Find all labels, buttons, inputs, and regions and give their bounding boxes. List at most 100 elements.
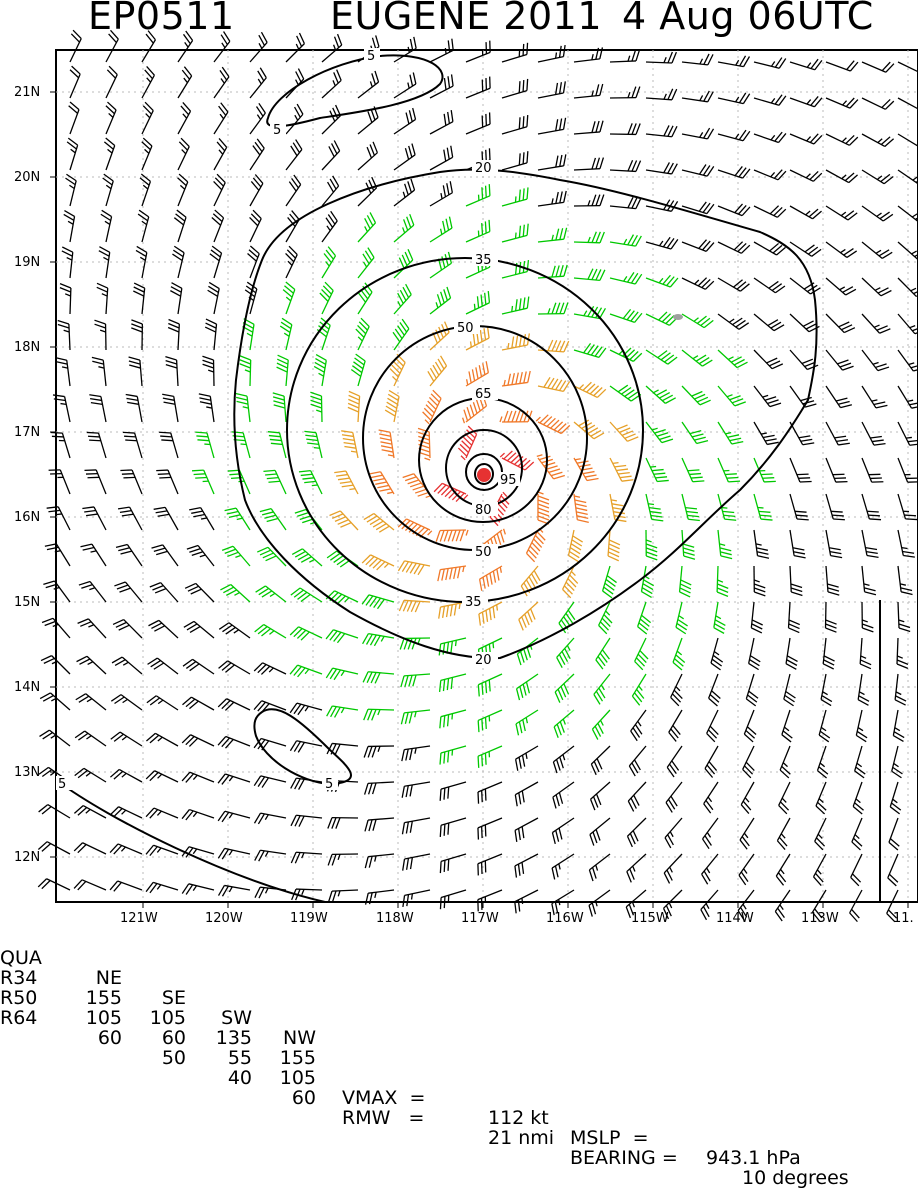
barb-feather (523, 188, 524, 200)
barb-feather (159, 432, 171, 433)
barb-feather (158, 474, 170, 475)
barb-half-feather (743, 904, 746, 909)
barb-feather (440, 861, 441, 873)
barb-feather (797, 519, 809, 520)
barb-feather (691, 477, 703, 478)
barb-feather (489, 220, 490, 232)
lat-label: 12N (14, 850, 40, 865)
barb-half-feather (60, 404, 66, 405)
rmw-value: 21 nmi (488, 1128, 554, 1148)
vmax-value: 112 kt (488, 1108, 549, 1128)
barb-half-feather (650, 467, 656, 468)
lat-label: 20N (14, 170, 40, 185)
barb-feather (123, 477, 135, 478)
barb-feather (869, 519, 881, 520)
barb-feather (486, 681, 487, 693)
barb-half-feather (497, 605, 498, 611)
r64-nw: 60 (266, 1088, 316, 1108)
barb-half-feather (456, 640, 457, 646)
barb-feather (482, 683, 483, 695)
contour-label: 80 (475, 503, 492, 518)
barb-half-feather (493, 642, 494, 648)
barb-feather (489, 680, 490, 692)
barb-feather (832, 515, 844, 516)
lon-label: 120W (205, 911, 243, 926)
barb-half-feather (412, 894, 413, 900)
contour-label: 5 (273, 123, 281, 138)
barb-feather (52, 436, 64, 437)
contour-label: 5 (325, 777, 333, 792)
barb-feather (440, 825, 441, 837)
lat-label: 21N (14, 85, 40, 100)
barb-feather (410, 39, 412, 50)
r64-ne: 60 (80, 1028, 122, 1048)
barb-feather (519, 190, 520, 202)
barb-feather (478, 792, 479, 804)
barb-half-feather (722, 508, 728, 509)
lat-label: 18N (14, 340, 40, 355)
barb-feather (482, 790, 483, 802)
barb-feather (125, 440, 137, 441)
barb-feather (482, 187, 483, 199)
barb-feather (485, 789, 486, 801)
wind-map: 5 5 20 35 50 65 95 80 50 35 20 5 5 21N 2… (0, 0, 918, 1014)
barb-feather (197, 440, 209, 441)
barb-half-feather (445, 48, 446, 54)
barb-feather (195, 477, 207, 478)
barb-feather (448, 751, 449, 763)
lat-label: 16N (14, 510, 40, 525)
barb-half-feather (474, 304, 475, 310)
barb-feather (444, 824, 445, 836)
barb-feather (448, 859, 449, 871)
r50-se: 60 (146, 1028, 186, 1048)
contour-label: 35 (465, 595, 482, 610)
barb-feather (527, 79, 528, 91)
barb-feather (123, 432, 135, 433)
barb-feather (452, 39, 453, 51)
barb-feather (527, 151, 528, 163)
barb-feather (523, 152, 524, 164)
barb-feather (478, 685, 479, 697)
contour-label: 5 (367, 49, 375, 64)
barb-feather (688, 470, 700, 471)
barb-feather (478, 756, 479, 768)
barb-feather (761, 474, 773, 475)
barb-feather (523, 116, 524, 128)
barb-feather (444, 896, 445, 908)
barb-half-feather (51, 735, 56, 738)
barb-feather (122, 474, 134, 475)
barb-feather (372, 38, 375, 49)
barb-half-feather (185, 42, 188, 47)
barb-feather (489, 184, 490, 196)
barb-feather (160, 436, 172, 437)
barb-half-feather (452, 714, 453, 720)
barb-half-feather (613, 463, 619, 464)
contour-label: 50 (457, 321, 474, 336)
barb-feather (376, 35, 379, 46)
lon-label: 117W (461, 911, 499, 926)
barb-feather (482, 755, 483, 767)
barb-feather (440, 789, 441, 801)
barb-half-feather (522, 898, 523, 904)
barb-feather (444, 788, 445, 800)
barb-feather (161, 440, 173, 441)
r34-ne: 155 (80, 988, 122, 1008)
barb-feather (414, 37, 416, 48)
barb-feather (89, 440, 101, 441)
barb-feather (192, 470, 204, 471)
r34-nw: 155 (266, 1048, 316, 1068)
barb-feather (482, 719, 483, 731)
barb-feather (482, 223, 483, 235)
barb-feather (444, 752, 445, 764)
barb-feather (515, 902, 516, 914)
table-col-sw: SW (210, 1008, 252, 1028)
barb-feather (338, 34, 342, 45)
island-marker (673, 314, 683, 320)
barb-feather (797, 474, 809, 475)
barb-feather (478, 720, 479, 732)
row-label: R64 (0, 1008, 37, 1028)
lon-label: 114W (716, 911, 754, 926)
barb-feather (120, 470, 132, 471)
bearing-label: BEARING = (570, 1148, 678, 1168)
barb-feather (833, 519, 845, 520)
